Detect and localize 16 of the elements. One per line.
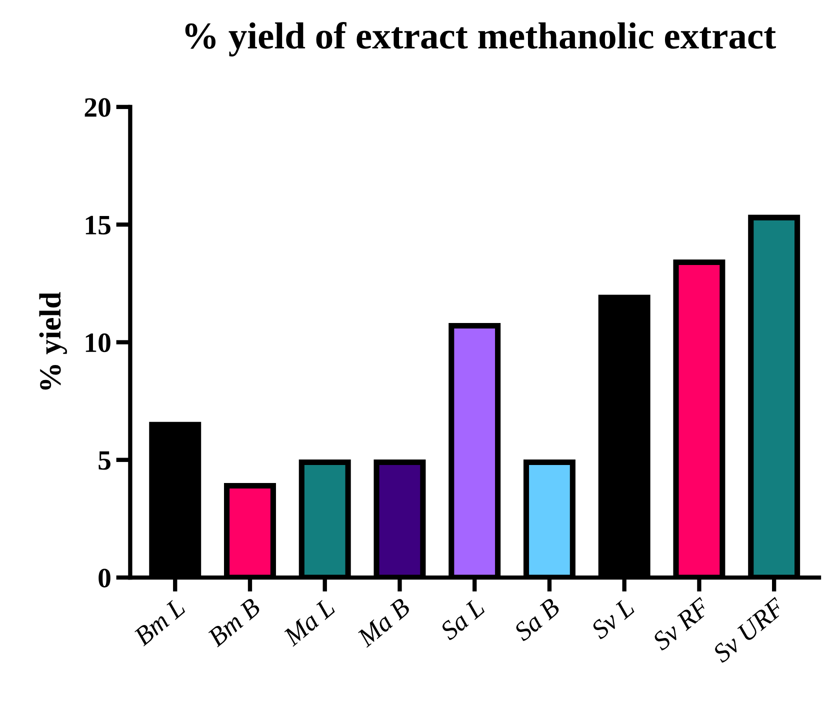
x-tick-label: Sv RF (651, 596, 712, 652)
y-tick-label: 15 (86, 216, 110, 235)
x-tick-label: Ma B (356, 597, 412, 648)
x-tick-label: Sa B (512, 597, 561, 642)
x-tick-label: Sv L (590, 598, 636, 640)
y-axis-title: % yield (39, 292, 68, 390)
y-tick-label: 5 (98, 451, 110, 470)
x-tick-label: Sa L (438, 598, 486, 641)
x-tick-label: Sv URF (711, 596, 786, 664)
y-tick-label: 20 (84, 98, 110, 117)
chart-title: % yield of extract methanolic extract (185, 22, 776, 56)
x-tick-label: Bm B (206, 597, 262, 648)
y-tick-label: 10 (86, 333, 110, 352)
y-tick-label: 0 (98, 568, 110, 588)
x-tick-label: Ma L (282, 598, 336, 647)
x-tick-label: Bm L (132, 598, 186, 646)
